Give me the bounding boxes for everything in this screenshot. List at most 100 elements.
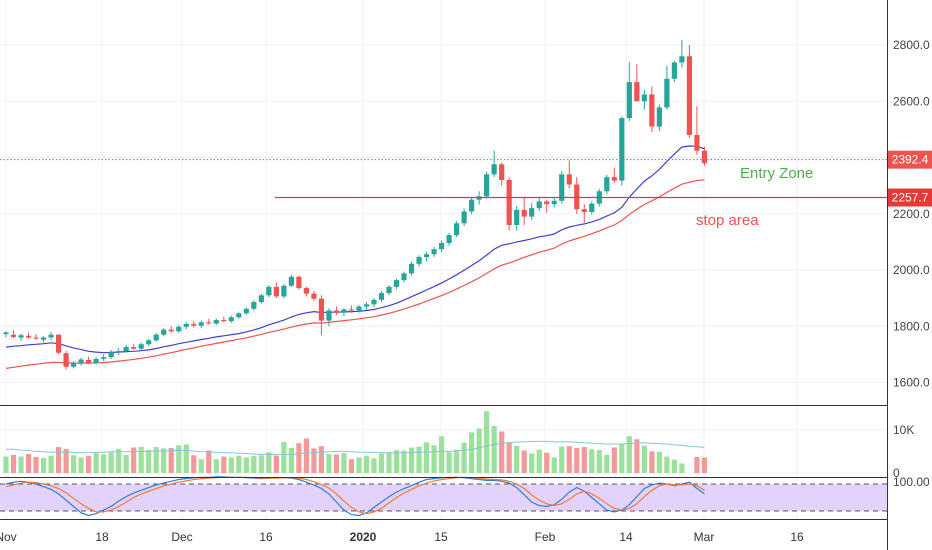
candle-body <box>40 337 47 340</box>
volume-bar <box>198 459 204 473</box>
volume-bar <box>431 445 437 473</box>
candle-body <box>649 94 655 127</box>
volume-bar <box>454 449 460 473</box>
candle-body <box>529 208 535 217</box>
candle-body <box>416 257 422 264</box>
candle-body <box>438 243 445 250</box>
oscillator-lines <box>5 476 705 517</box>
volume-bar <box>701 457 708 473</box>
volume-average-line <box>6 440 705 456</box>
volume-bar <box>544 452 550 473</box>
candle-body <box>138 344 144 349</box>
candle-body <box>656 107 662 127</box>
volume-bar <box>25 453 32 473</box>
x-tick-label: 15 <box>434 530 448 544</box>
volume-bar <box>559 446 565 473</box>
candle-body <box>611 177 617 181</box>
oscillator-tick-label: 100.00 <box>893 475 930 489</box>
volume-bar <box>446 452 452 473</box>
x-axis-tick-labels: Nov 18 Dec 16 2020 15 Feb 14 Mar 16 <box>0 530 804 544</box>
candle-body <box>544 201 550 205</box>
candle-body <box>273 286 279 297</box>
y-tick-label: 2000.0 <box>893 263 930 277</box>
volume-bar <box>251 455 257 473</box>
volume-bar <box>423 442 430 473</box>
volume-bars <box>3 411 708 473</box>
volume-bar <box>123 454 129 473</box>
volume-bar <box>484 411 490 473</box>
volume-bar <box>221 456 227 473</box>
volume-bar <box>476 428 482 473</box>
volume-bar <box>694 457 700 473</box>
price-badge-label: 2392.4 <box>892 153 929 167</box>
candle-body <box>55 334 62 353</box>
volume-bar <box>363 455 370 473</box>
candle-body <box>206 322 212 324</box>
volume-bar <box>191 455 197 473</box>
volume-bar <box>116 448 122 473</box>
candles <box>3 39 708 370</box>
candle-body <box>33 337 39 339</box>
candle-body <box>333 310 340 313</box>
candle-body <box>694 135 700 151</box>
candle-body <box>559 174 565 201</box>
volume-bar <box>40 457 47 473</box>
y-tick-label: 2600.0 <box>893 94 930 108</box>
volume-bar <box>18 456 24 473</box>
annotations: Entry Zone stop area <box>696 165 813 229</box>
volume-bar <box>326 453 332 473</box>
volume-bar <box>574 447 580 473</box>
volume-bar <box>626 436 632 473</box>
candle-body <box>101 357 107 359</box>
volume-bar <box>176 445 182 473</box>
candle-body <box>123 347 129 351</box>
x-tick-label: Mar <box>694 530 715 544</box>
candle-body <box>10 334 17 337</box>
candle-body <box>146 340 152 345</box>
candle-body <box>686 56 693 135</box>
volume-bar <box>679 463 685 473</box>
candle-body <box>641 94 647 102</box>
candle-body <box>581 209 587 213</box>
volume-bar <box>206 450 212 473</box>
candle-body <box>514 209 520 225</box>
volume-tick-label: 10K <box>893 423 914 437</box>
volume-bar <box>33 457 39 473</box>
volume-bar <box>401 450 407 473</box>
candle-body <box>446 235 452 243</box>
candle-body <box>701 150 708 164</box>
volume-bar <box>348 459 355 473</box>
candle-body <box>63 353 69 367</box>
volume-bar <box>281 441 287 473</box>
volume-bar <box>10 454 17 473</box>
candle-body <box>131 347 137 349</box>
candle-body <box>236 313 242 318</box>
volume-bar <box>138 447 144 473</box>
candle-body <box>3 332 9 335</box>
candle-body <box>589 203 595 213</box>
oscillator-band-lines <box>0 483 887 512</box>
candle-body <box>536 201 542 209</box>
volume-bar <box>596 450 602 473</box>
candle-body <box>288 276 294 286</box>
x-tick-label: Feb <box>535 530 556 544</box>
volume-bar <box>228 457 234 473</box>
volume-bar <box>296 443 302 473</box>
x-tick-label: 2020 <box>350 530 377 544</box>
candle-body <box>93 358 99 363</box>
candle-body <box>161 329 167 335</box>
candle-body <box>116 351 122 353</box>
candle-body <box>251 302 257 309</box>
volume-bar <box>611 447 617 473</box>
volume-bar <box>93 453 99 473</box>
volume-bar <box>619 443 625 473</box>
volume-bar <box>604 454 610 473</box>
volume-bar <box>243 457 249 473</box>
candle-body <box>566 174 572 185</box>
candle-body <box>296 276 302 288</box>
volume-bar <box>213 459 219 473</box>
price-badge <box>888 150 932 169</box>
volume-bar <box>333 454 340 473</box>
x-tick-label: 16 <box>790 530 804 544</box>
